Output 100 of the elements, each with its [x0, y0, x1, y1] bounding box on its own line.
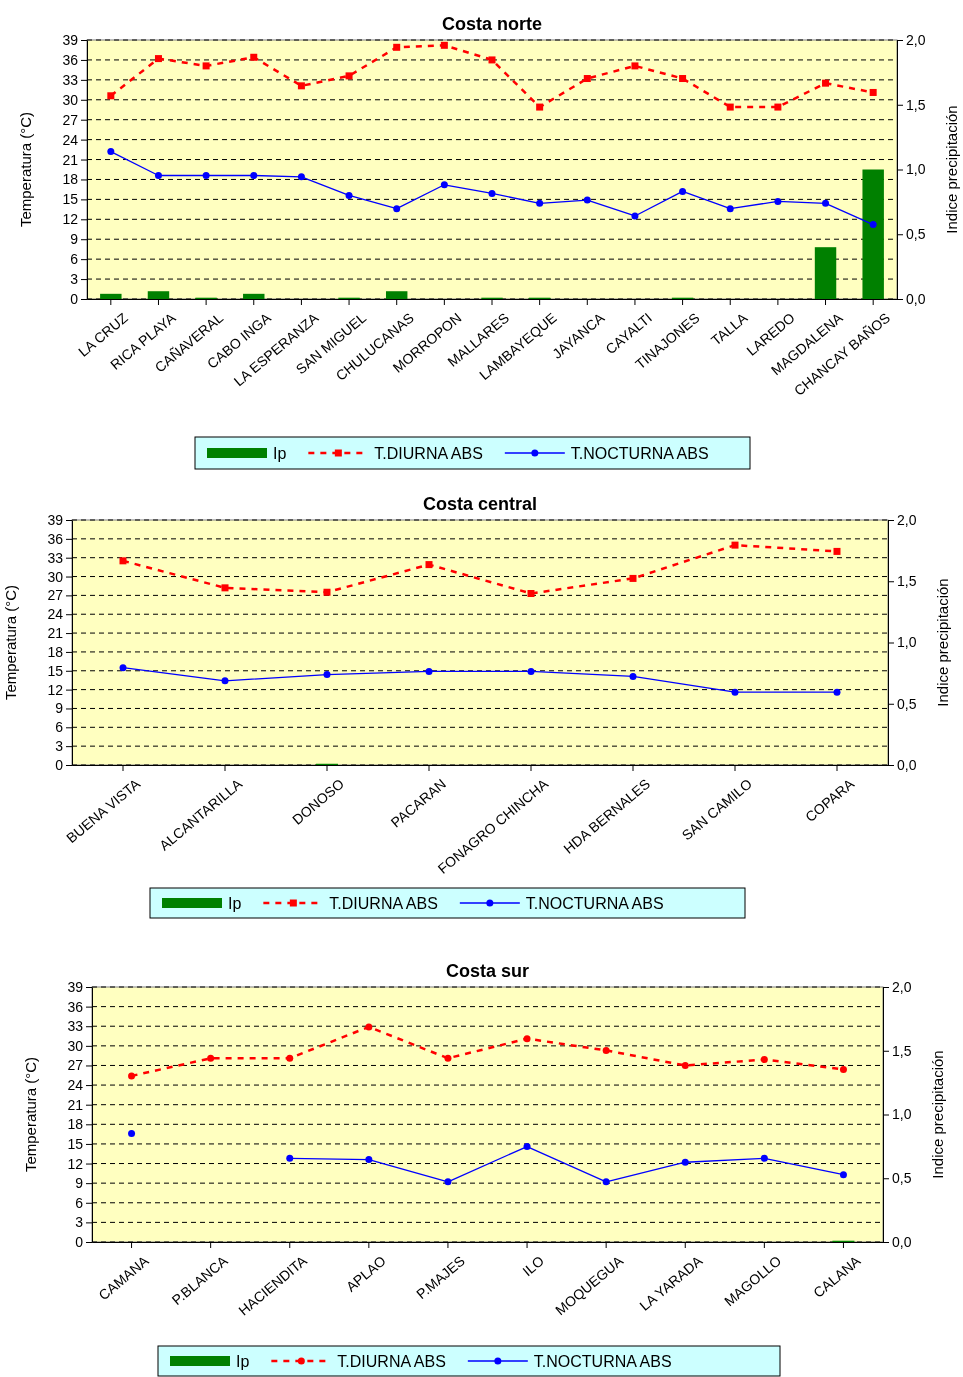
point — [731, 688, 739, 696]
point — [681, 1061, 689, 1069]
y2-tick-label: 0,5 — [892, 1170, 912, 1187]
y-axis-title: Temperatura (°C) — [2, 584, 19, 701]
point — [536, 199, 544, 207]
point — [583, 196, 591, 204]
y-tick-label: 24 — [62, 131, 79, 148]
point — [107, 148, 115, 156]
y2-tick-label: 2,0 — [892, 978, 912, 995]
point — [760, 1056, 768, 1064]
point — [425, 561, 433, 569]
y-tick-label: 24 — [67, 1077, 84, 1094]
point — [629, 574, 637, 582]
point — [297, 173, 305, 181]
point — [154, 55, 162, 63]
x-tick-label: ILO — [519, 1252, 548, 1280]
point — [202, 171, 210, 179]
y-tick-label: 6 — [70, 251, 79, 268]
y-axis-title: Temperatura (°C) — [17, 111, 34, 228]
legend-label: T.NOCTURNA ABS — [525, 895, 664, 912]
point — [250, 171, 258, 179]
y2-tick-label: 0,0 — [906, 290, 926, 307]
y2-tick-label: 1,5 — [897, 573, 917, 590]
legend-label: T.DIURNA ABS — [337, 1353, 446, 1370]
y-tick-label: 3 — [55, 738, 64, 755]
y-tick-label: 30 — [62, 91, 79, 108]
y-tick-label: 36 — [67, 998, 84, 1015]
point — [297, 82, 305, 90]
y2-tick-label: 0,5 — [906, 226, 926, 243]
y2-tick-label: 0,5 — [897, 695, 917, 712]
y-tick-label: 18 — [47, 643, 64, 660]
point — [536, 103, 544, 111]
y-tick-label: 0 — [75, 1233, 84, 1250]
point — [869, 88, 877, 96]
point — [286, 1054, 294, 1062]
point — [128, 1129, 136, 1137]
y-tick-label: 6 — [75, 1194, 84, 1211]
point — [250, 53, 258, 61]
y-tick-label: 18 — [67, 1116, 84, 1133]
point — [523, 1035, 531, 1043]
y2-tick-label: 0,0 — [892, 1233, 912, 1250]
y-tick-label: 27 — [47, 587, 64, 604]
point — [107, 92, 115, 100]
point — [679, 187, 687, 195]
point — [323, 588, 331, 596]
point — [602, 1178, 610, 1186]
point — [393, 43, 401, 51]
point — [365, 1156, 373, 1164]
point — [345, 72, 353, 80]
y-tick-label: 3 — [70, 271, 79, 288]
y-tick-label: 0 — [55, 756, 64, 773]
y-tick-label: 24 — [47, 606, 64, 623]
y-tick-label: 39 — [62, 31, 79, 48]
legend-label: Ip — [236, 1353, 250, 1370]
legend-label: T.NOCTURNA ABS — [533, 1353, 672, 1370]
point — [425, 667, 433, 675]
point — [822, 199, 830, 207]
point — [444, 1054, 452, 1062]
point — [833, 547, 841, 555]
y-tick-label: 15 — [67, 1135, 84, 1152]
y-tick-label: 18 — [62, 171, 79, 188]
point — [202, 62, 210, 70]
y-tick-label: 33 — [47, 549, 64, 566]
y-tick-label: 21 — [47, 625, 64, 642]
point — [444, 1178, 452, 1186]
point — [523, 1143, 531, 1151]
point — [629, 672, 637, 680]
point — [681, 1158, 689, 1166]
point — [221, 677, 229, 685]
y-tick-label: 15 — [62, 191, 79, 208]
y-tick-label: 36 — [47, 530, 64, 547]
y-tick-label: 21 — [67, 1096, 84, 1113]
point — [365, 1023, 373, 1031]
bar — [385, 291, 408, 299]
bar — [243, 293, 265, 299]
y-tick-label: 0 — [70, 290, 79, 307]
bar — [147, 291, 170, 299]
y2-axis-title: Indice precipitación — [929, 1050, 946, 1179]
point — [726, 205, 734, 213]
point — [393, 205, 401, 213]
y-tick-label: 15 — [47, 662, 64, 679]
point — [869, 221, 877, 229]
bar — [100, 293, 122, 299]
point — [207, 1054, 215, 1062]
y-tick-label: 9 — [75, 1175, 84, 1192]
point — [221, 584, 229, 592]
y-tick-label: 9 — [55, 700, 64, 717]
point — [488, 56, 496, 64]
point — [527, 590, 535, 597]
point — [760, 1154, 768, 1162]
point — [119, 664, 127, 672]
legend-label: T.DIURNA ABS — [374, 445, 483, 462]
y-tick-label: 33 — [67, 1018, 84, 1035]
point — [583, 75, 591, 83]
point — [631, 62, 639, 70]
y2-tick-label: 2,0 — [897, 511, 917, 528]
point — [833, 688, 841, 696]
point — [488, 189, 496, 197]
y-axis-title: Temperatura (°C) — [22, 1056, 39, 1173]
chart-title: Costa central — [422, 494, 538, 514]
